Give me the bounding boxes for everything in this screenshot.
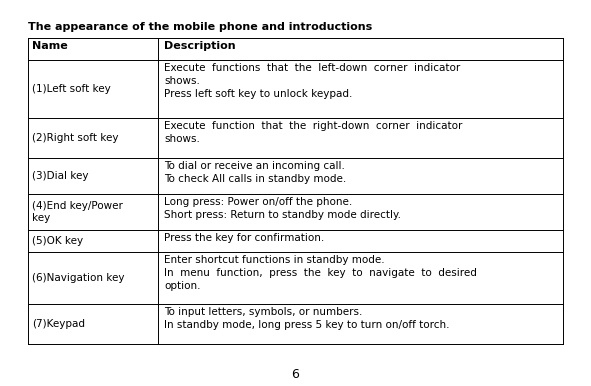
Text: Description: Description xyxy=(164,41,236,51)
Text: To input letters, symbols, or numbers.
In standby mode, long press 5 key to turn: To input letters, symbols, or numbers. I… xyxy=(164,307,450,330)
Text: (3)Dial key: (3)Dial key xyxy=(32,171,89,181)
Text: (7)Keypad: (7)Keypad xyxy=(32,319,85,329)
Text: The appearance of the mobile phone and introductions: The appearance of the mobile phone and i… xyxy=(28,22,372,32)
Text: Long press: Power on/off the phone.
Short press: Return to standby mode directly: Long press: Power on/off the phone. Shor… xyxy=(164,197,401,220)
Text: 6: 6 xyxy=(291,368,300,381)
Text: (4)End key/Power
key: (4)End key/Power key xyxy=(32,201,123,223)
Text: (1)Left soft key: (1)Left soft key xyxy=(32,84,111,94)
Text: Name: Name xyxy=(32,41,68,51)
Text: Execute  function  that  the  right-down  corner  indicator
shows.: Execute function that the right-down cor… xyxy=(164,121,462,144)
Text: (5)OK key: (5)OK key xyxy=(32,236,83,246)
Text: (2)Right soft key: (2)Right soft key xyxy=(32,133,119,143)
Text: Enter shortcut functions in standby mode.
In  menu  function,  press  the  key  : Enter shortcut functions in standby mode… xyxy=(164,255,477,291)
Text: (6)Navigation key: (6)Navigation key xyxy=(32,273,125,283)
Text: To dial or receive an incoming call.
To check All calls in standby mode.: To dial or receive an incoming call. To … xyxy=(164,161,346,184)
Text: Execute  functions  that  the  left-down  corner  indicator
shows.
Press left so: Execute functions that the left-down cor… xyxy=(164,63,460,98)
Text: Press the key for confirmation.: Press the key for confirmation. xyxy=(164,233,324,243)
